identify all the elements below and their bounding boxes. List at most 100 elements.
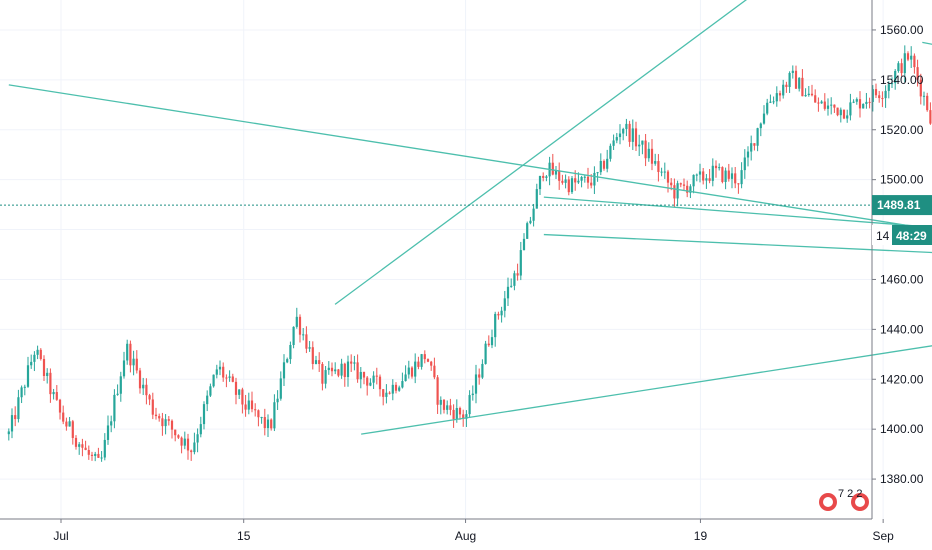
candle-body <box>830 104 833 106</box>
candle-body <box>311 347 314 364</box>
candle <box>340 358 343 379</box>
candle-body <box>737 183 740 185</box>
candle <box>302 328 305 341</box>
y-tick-label: 1400.00 <box>880 422 924 436</box>
candle-body <box>718 167 721 169</box>
candle <box>465 410 468 427</box>
candle <box>39 348 42 361</box>
candle-body <box>228 376 231 378</box>
candle-body <box>164 419 167 427</box>
candle-body <box>641 140 644 145</box>
candle <box>542 172 545 182</box>
candle <box>292 326 295 349</box>
candle-body <box>868 101 871 103</box>
candle <box>724 167 727 190</box>
candle <box>375 367 378 385</box>
candle-body <box>782 84 785 96</box>
candle <box>238 389 241 400</box>
candle-body <box>407 367 410 375</box>
candle-body <box>289 345 292 360</box>
candle-layer <box>7 45 932 462</box>
candle-body <box>490 337 494 346</box>
candle <box>353 355 356 371</box>
candle <box>356 354 359 383</box>
price-tag-label: 1489.81 <box>877 198 921 212</box>
candle <box>887 81 890 99</box>
candle <box>926 92 929 112</box>
ascending-support-line[interactable] <box>361 222 932 435</box>
candle-body <box>305 334 308 349</box>
candle-body <box>634 128 638 147</box>
candle-body <box>442 399 446 410</box>
candle <box>170 419 174 439</box>
long-descending-line[interactable] <box>8 84 932 354</box>
candle <box>641 140 644 155</box>
candle <box>625 118 628 137</box>
candle <box>916 59 919 87</box>
candle <box>580 175 583 188</box>
candle <box>180 436 183 454</box>
candle-body <box>273 402 276 429</box>
candle <box>154 407 158 420</box>
candle-body <box>449 405 452 410</box>
candle <box>622 127 625 141</box>
candle-body <box>321 363 324 384</box>
candle-body <box>151 399 154 415</box>
candle-body <box>481 363 484 378</box>
candle-body <box>30 361 33 366</box>
candle <box>618 124 622 145</box>
candle-body <box>788 72 791 87</box>
candle <box>663 162 666 179</box>
candle-body <box>116 393 119 395</box>
candle-body <box>772 101 775 103</box>
candle-body <box>638 144 641 147</box>
trendline-layer[interactable] <box>8 0 932 435</box>
candle-body <box>244 404 247 410</box>
candle <box>161 412 164 436</box>
watermark-logo: 7 2 2 <box>819 488 869 511</box>
candle-body <box>878 95 881 99</box>
candle-body <box>871 89 874 102</box>
candle-body <box>478 374 481 378</box>
candle-body <box>529 220 532 224</box>
candle-body <box>593 172 596 186</box>
candle <box>526 221 529 239</box>
candle <box>90 451 94 461</box>
candle-body <box>36 349 39 355</box>
lower-descending-line[interactable] <box>543 196 932 272</box>
candle <box>167 416 170 426</box>
candle <box>423 350 426 364</box>
upper-channel-line[interactable] <box>334 0 753 305</box>
x-axis[interactable]: Jul15Aug19Sep16Oct14 <box>53 519 932 543</box>
candle-body <box>750 143 753 152</box>
candle <box>654 153 657 166</box>
candle-body <box>324 370 327 384</box>
candle <box>7 428 10 441</box>
candle <box>708 169 711 184</box>
candle <box>692 174 695 194</box>
candle <box>65 417 68 431</box>
candle-body <box>257 410 260 418</box>
candle <box>26 356 30 388</box>
candle <box>785 81 788 93</box>
candle <box>190 449 193 461</box>
candle-body <box>916 67 919 80</box>
candle <box>868 97 871 109</box>
candle <box>631 119 634 151</box>
horizontal-support-line[interactable] <box>543 233 932 290</box>
candle-body <box>94 453 97 456</box>
candle <box>513 270 516 291</box>
candle <box>276 390 279 410</box>
candle <box>404 365 407 382</box>
candle <box>260 416 263 424</box>
candle-body <box>119 376 122 394</box>
candle-body <box>330 367 334 372</box>
candle-body <box>846 115 849 119</box>
candle <box>87 445 90 460</box>
candle-body <box>801 77 804 97</box>
candle <box>650 139 654 171</box>
candle-body <box>26 365 30 387</box>
candle-body <box>567 179 570 193</box>
candle <box>718 163 721 171</box>
